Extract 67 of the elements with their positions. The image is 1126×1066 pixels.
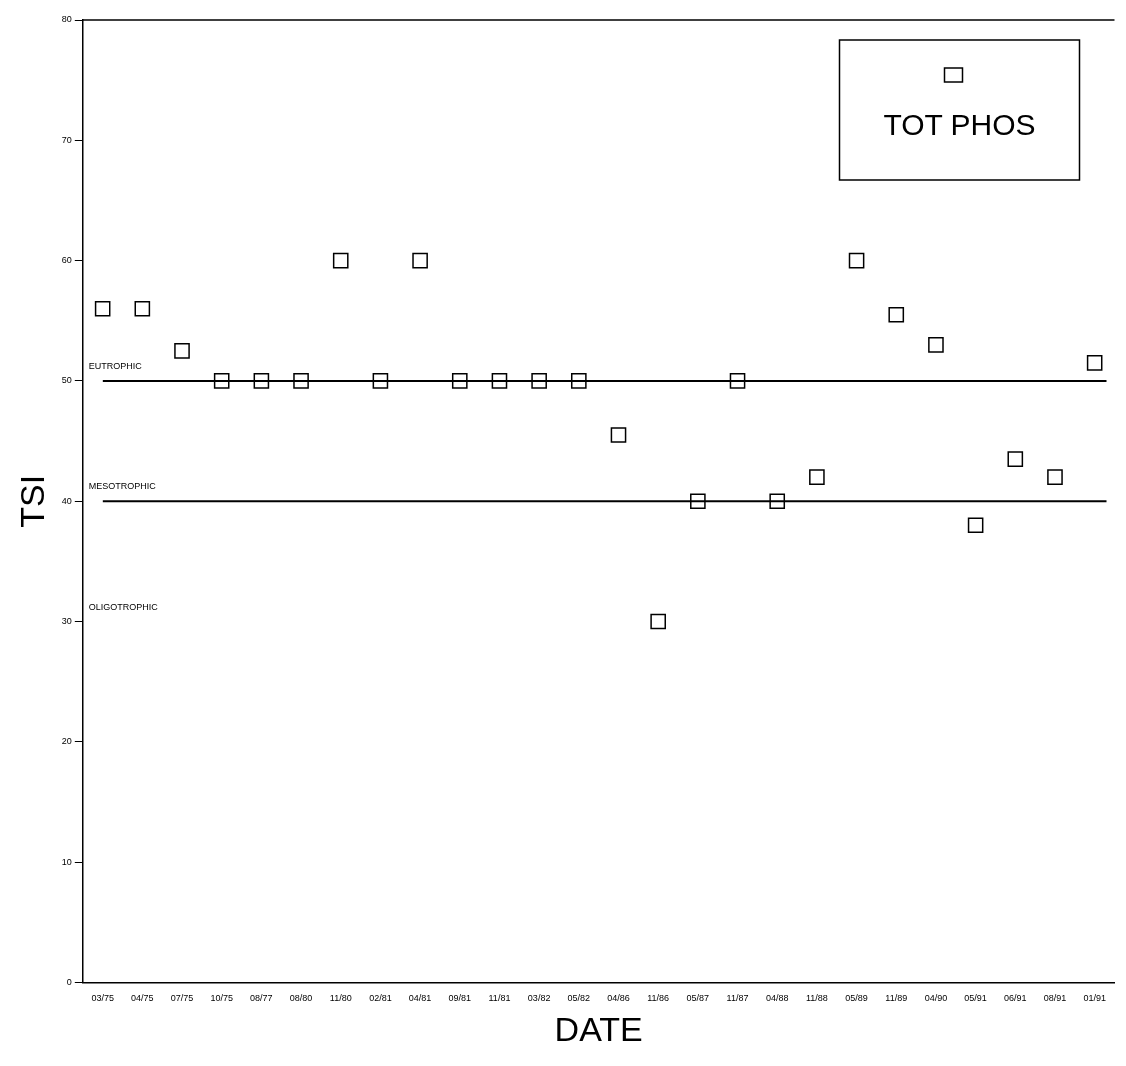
x-tick-label: 01/91 — [1083, 993, 1106, 1004]
point — [1007, 451, 1024, 467]
annotation: OLIGOTROPHIC — [88, 601, 159, 612]
x-tick-label: 02/81 — [369, 993, 392, 1004]
x-tick-label: 11/81 — [488, 993, 511, 1004]
point — [412, 252, 428, 269]
x-tick-label: 04/86 — [607, 993, 630, 1004]
point — [94, 300, 111, 317]
x-tick-label: 11/86 — [647, 993, 670, 1004]
y-tick-label: 40 — [61, 495, 72, 506]
x-tick-label: 05/82 — [567, 993, 591, 1004]
x-tick-label: 11/80 — [329, 993, 352, 1004]
x-tick-label: 08/80 — [289, 993, 313, 1004]
point — [253, 373, 270, 389]
point — [293, 373, 309, 389]
point — [928, 336, 944, 353]
y-tick-label: 10 — [61, 856, 72, 867]
point — [332, 252, 349, 269]
ref-line-label: MESOTROPHIC — [88, 481, 157, 492]
x-tick-label: 04/81 — [408, 993, 432, 1004]
y-tick-label: 0 — [66, 976, 72, 987]
x-tick-label: 11/87 — [726, 993, 749, 1004]
x-tick-label: 03/82 — [527, 993, 551, 1004]
x-tick-label: 03/75 — [91, 993, 114, 1004]
point — [1086, 355, 1103, 371]
point — [372, 373, 389, 389]
x-tick-label: 05/87 — [686, 993, 710, 1004]
point — [650, 613, 666, 630]
y-axis-title: TSI — [12, 474, 51, 528]
point — [967, 517, 984, 534]
point — [888, 306, 905, 323]
x-tick-label: 11/89 — [885, 993, 908, 1004]
x-tick-label: 08/77 — [250, 993, 273, 1004]
point — [729, 373, 746, 389]
point — [690, 493, 706, 510]
y-tick-label: 70 — [61, 134, 72, 145]
point — [848, 252, 865, 269]
x-tick-label: 04/90 — [924, 993, 948, 1004]
x-tick-label: 10/75 — [210, 993, 233, 1004]
point — [610, 427, 627, 443]
point — [1047, 469, 1063, 485]
x-tick-label: 05/89 — [845, 993, 868, 1004]
x-tick-label: 04/88 — [765, 993, 789, 1004]
y-tick-label: 60 — [61, 255, 72, 266]
y-tick-label: 30 — [61, 615, 72, 626]
x-tick-label: 09/81 — [448, 993, 472, 1004]
point — [531, 373, 547, 389]
point — [570, 373, 587, 389]
point — [769, 493, 786, 510]
y-tick-label: 80 — [61, 14, 72, 25]
x-tick-label: 05/91 — [964, 993, 987, 1004]
point — [134, 300, 151, 317]
point — [491, 373, 508, 389]
y-tick-label: 50 — [61, 375, 72, 386]
x-tick-label: 07/75 — [170, 993, 194, 1004]
x-tick-label: 06/91 — [1004, 993, 1027, 1004]
x-axis-title: DATE — [554, 1009, 643, 1048]
point — [174, 343, 190, 359]
x-tick-label: 08/91 — [1043, 993, 1067, 1004]
y-tick-label: 20 — [61, 736, 72, 747]
point — [213, 373, 230, 389]
x-tick-label: 04/75 — [131, 993, 154, 1004]
ref-line-label: EUTROPHIC — [88, 360, 143, 371]
legend-label: TOT PHOS — [883, 108, 1036, 142]
x-tick-label: 11/88 — [805, 993, 828, 1004]
point — [451, 373, 468, 389]
point — [809, 469, 825, 485]
